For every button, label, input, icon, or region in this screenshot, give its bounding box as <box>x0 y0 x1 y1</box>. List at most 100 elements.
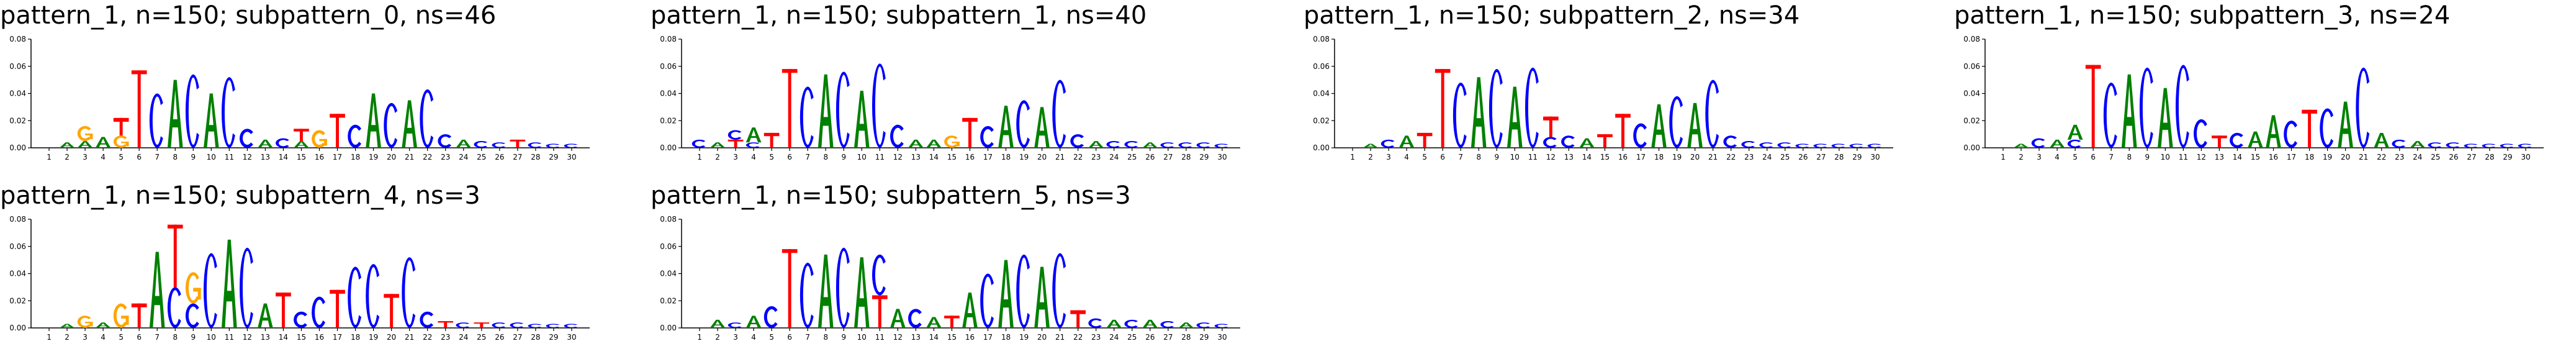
x-tick-label: 19 <box>1019 153 1029 161</box>
sequence-logo-chart: 0.000.020.040.060.081 2 3 4 5 6 7 8 9 10 11 12 13 14 1… <box>660 215 1240 342</box>
x-tick-label: 12 <box>893 333 903 342</box>
x-tick-label: 11 <box>875 153 885 161</box>
x-tick-label: 22 <box>2377 153 2386 161</box>
x-tick-label: 21 <box>1055 333 1065 342</box>
y-tick-label: 0.00 <box>660 143 677 152</box>
logo-letter-c <box>240 129 253 148</box>
x-tick-label: 26 <box>2449 153 2458 161</box>
logo-letter-a <box>402 100 418 148</box>
x-tick-label: 19 <box>369 333 378 342</box>
logo-letter-c <box>528 142 542 148</box>
logo-letter-c <box>1669 96 1683 148</box>
logo-letter-a <box>258 303 273 328</box>
logo-letter-a <box>258 139 273 148</box>
x-tick-label: 25 <box>477 153 486 161</box>
logo-letter-c <box>1723 135 1737 148</box>
x-tick-label: 9 <box>2145 153 2150 161</box>
y-tick-label: 0.06 <box>9 242 26 251</box>
logo-letter-a <box>745 127 762 143</box>
x-tick-label: 22 <box>1726 153 1736 161</box>
x-tick-label: 25 <box>2431 153 2440 161</box>
logo-letter-c <box>1831 143 1845 148</box>
logo-letter-c <box>1160 142 1174 148</box>
x-tick-label: 29 <box>1852 153 1862 161</box>
logo-letter-a <box>817 74 834 148</box>
logo-letter-a <box>294 141 309 148</box>
logo-letter-a <box>1398 135 1415 148</box>
x-tick-label: 12 <box>1546 153 1556 161</box>
x-tick-label: 19 <box>1672 153 1682 161</box>
logo-letter-t <box>727 139 744 148</box>
logo-letter-a <box>95 137 111 148</box>
x-tick-label: 27 <box>2467 153 2476 161</box>
logo-letter-c <box>185 74 199 148</box>
logo-letter-a <box>926 139 942 148</box>
y-tick-label: 0.02 <box>660 296 677 305</box>
x-tick-label: 8 <box>823 333 828 342</box>
logo-letter-g <box>185 272 201 304</box>
x-tick-label: 23 <box>2395 153 2404 161</box>
y-tick-label: 0.08 <box>9 215 26 224</box>
x-tick-label: 11 <box>2179 153 2188 161</box>
x-tick-label: 17 <box>333 333 342 342</box>
logo-letter-c <box>149 93 163 148</box>
x-tick-label: 4 <box>751 153 756 161</box>
logo-letter-c <box>1543 137 1557 148</box>
logo-letter-c <box>1070 134 1084 148</box>
x-tick-label: 20 <box>1037 153 1047 161</box>
x-tick-label: 15 <box>947 333 957 342</box>
x-tick-label: 19 <box>2323 153 2332 161</box>
logo-letter-a <box>2266 115 2281 148</box>
panel-title: pattern_1, n=150; subpattern_1, ns=40 <box>651 1 1147 30</box>
logo-letter-t <box>276 293 291 328</box>
x-tick-label: 18 <box>351 333 360 342</box>
logo-letter-t <box>1434 69 1451 148</box>
logo-letter-c <box>1759 142 1773 148</box>
x-tick-label: 8 <box>173 153 178 161</box>
logo-letter-t <box>113 117 129 136</box>
x-tick-label: 18 <box>1654 153 1664 161</box>
logo-letter-c <box>691 139 706 148</box>
logo-letter-c <box>492 142 506 148</box>
y-tick-label: 0.00 <box>1963 143 1980 152</box>
x-tick-label: 25 <box>477 333 486 342</box>
x-tick-label: 11 <box>1528 153 1538 161</box>
logo-letter-c <box>276 138 289 148</box>
logo-letter-g <box>77 126 93 142</box>
x-tick-label: 29 <box>2503 153 2512 161</box>
logo-panel-3: pattern_1, n=150; subpattern_3, ns=24 0.… <box>1954 1 2550 169</box>
x-tick-label: 26 <box>1145 153 1155 161</box>
logo-letter-c <box>1124 141 1138 148</box>
x-tick-label: 8 <box>2127 153 2132 161</box>
x-tick-label: 23 <box>1091 333 1101 342</box>
x-tick-label: 17 <box>2287 153 2296 161</box>
x-tick-label: 27 <box>1163 153 1173 161</box>
logo-letter-c <box>222 77 235 148</box>
y-tick-label: 0.04 <box>9 89 26 98</box>
logo-letter-c <box>546 324 560 328</box>
logo-letter-a <box>1034 266 1050 328</box>
logo-letter-c <box>980 126 994 148</box>
logo-letter-c <box>2428 142 2442 148</box>
logo-letter-c <box>908 309 922 328</box>
logo-letter-a <box>853 257 870 328</box>
logo-letter-c <box>1214 143 1228 148</box>
x-tick-label: 14 <box>279 333 288 342</box>
x-tick-label: 14 <box>929 153 939 161</box>
logo-letter-c <box>492 322 506 328</box>
x-tick-label: 10 <box>2161 153 2170 161</box>
x-tick-label: 29 <box>549 333 558 342</box>
logo-letter-c <box>799 86 814 148</box>
x-tick-label: 13 <box>261 153 270 161</box>
logo-letter-c <box>2067 139 2081 148</box>
x-tick-label: 18 <box>1001 333 1011 342</box>
logo-letter-c <box>1777 142 1791 148</box>
logo-letter-c <box>2176 65 2189 148</box>
y-tick-label: 0.08 <box>9 35 26 43</box>
y-tick-label: 0.02 <box>9 296 26 305</box>
logo-letter-c <box>835 71 850 148</box>
logo-letter-t <box>510 139 526 148</box>
y-tick-label: 0.08 <box>660 215 677 224</box>
logo-letter-c <box>510 322 524 328</box>
logo-letter-a <box>853 91 870 148</box>
